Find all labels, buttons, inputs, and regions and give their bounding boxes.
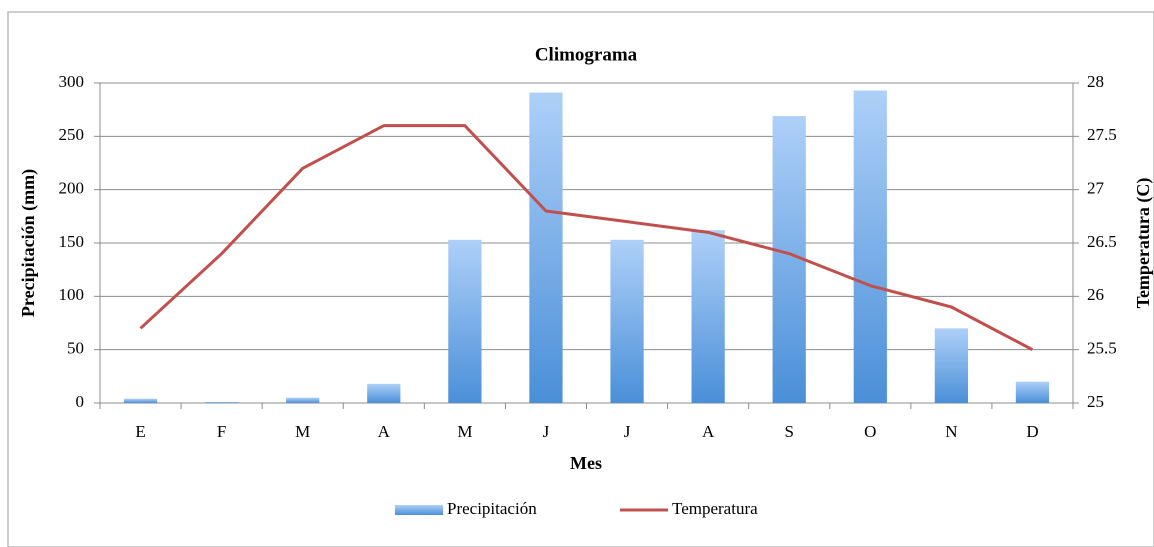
bar (205, 401, 239, 403)
y2-tick-label: 27 (1087, 179, 1105, 198)
legend-label: Temperatura (672, 499, 758, 518)
y2-tick-label: 25.5 (1087, 339, 1117, 358)
bar (1015, 381, 1050, 403)
y2-axis-title: Temperatura (C) (1133, 178, 1154, 309)
y-tick-label: 200 (59, 179, 85, 198)
x-tick-label: O (864, 422, 876, 441)
y2-tick-label: 27.5 (1087, 125, 1117, 144)
chart-title: Climograma (535, 44, 638, 65)
y-tick-label: 150 (59, 232, 85, 251)
legend-swatch (395, 505, 443, 515)
x-tick-label: M (457, 422, 472, 441)
x-tick-label: F (217, 422, 226, 441)
y-tick-label: 50 (67, 339, 84, 358)
bar (853, 90, 887, 403)
bar (448, 239, 482, 403)
y-tick-label: 100 (59, 285, 85, 304)
x-tick-label: A (702, 422, 715, 441)
x-tick-label: M (295, 422, 310, 441)
y2-tick-label: 25 (1087, 392, 1104, 411)
x-axis-title: Mes (570, 453, 602, 473)
y-tick-label: 0 (76, 392, 85, 411)
y-axis-title: Precipitación (mm) (18, 169, 39, 317)
x-tick-label: E (135, 422, 145, 441)
bar (367, 383, 401, 403)
bar (691, 230, 725, 403)
temperature-line (139, 124, 1034, 351)
y-tick-label: 250 (59, 125, 85, 144)
bar (123, 398, 158, 403)
y2-tick-label: 28 (1087, 72, 1104, 91)
x-tick-label: J (624, 422, 631, 441)
bar (529, 92, 563, 403)
y2-tick-label: 26.5 (1087, 232, 1117, 251)
chart-frame (7, 11, 1154, 547)
bar (286, 397, 320, 403)
x-tick-label: J (543, 422, 550, 441)
x-tick-label: A (378, 422, 391, 441)
x-tick-label: N (945, 422, 957, 441)
y-tick-label: 300 (59, 72, 85, 91)
y2-tick-label: 26 (1087, 285, 1104, 304)
x-tick-label: S (784, 422, 793, 441)
legend-label: Precipitación (447, 499, 537, 518)
bar (610, 239, 644, 403)
bar (934, 328, 968, 403)
x-tick-label: D (1026, 422, 1038, 441)
